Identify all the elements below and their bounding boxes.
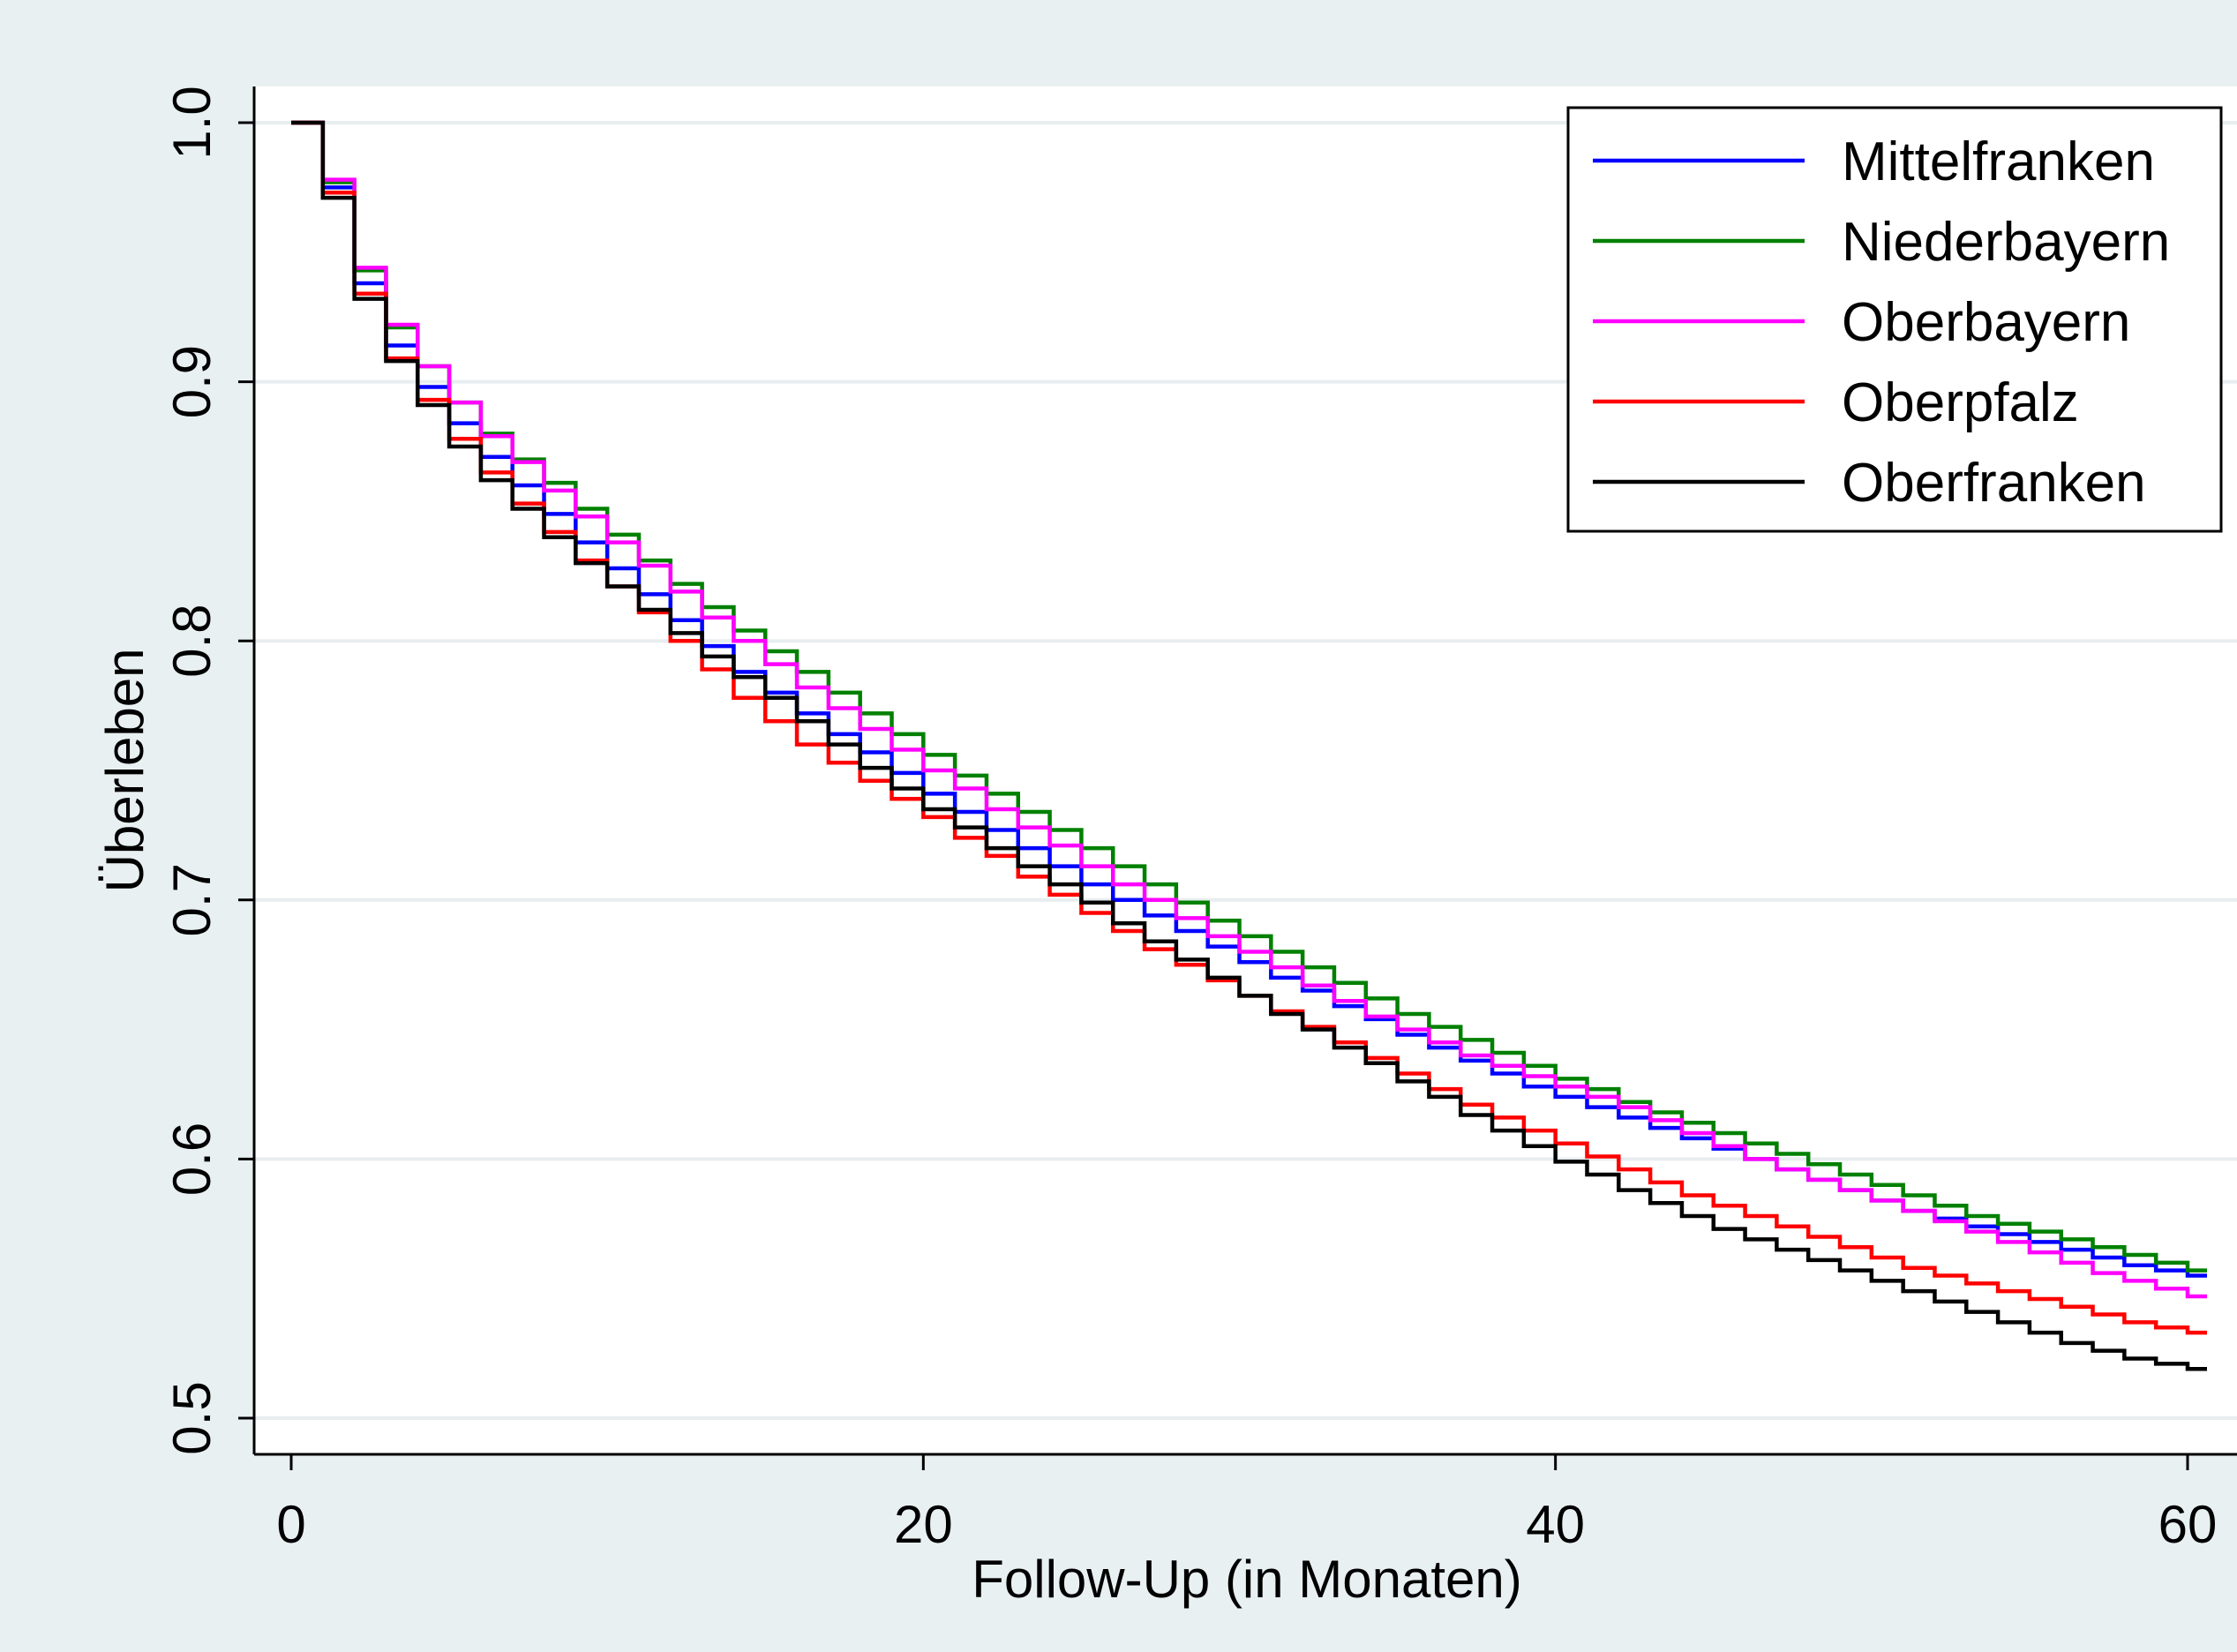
- legend-label-mittelfranken: Mittelfranken: [1842, 131, 2155, 192]
- legend-label-niederbayern: Niederbayern: [1842, 212, 2170, 273]
- series-group: [291, 120, 2207, 1371]
- legend-label-oberfranken: Oberfranken: [1842, 453, 2146, 514]
- series-line-oberfranken: [291, 120, 2207, 1371]
- y-tick-label-2: 0.7: [162, 863, 221, 936]
- x-tick-label-2: 40: [1526, 1495, 1585, 1554]
- y-axis-ticks: 0.5 0.6 0.7 0.8 0.9 1.0: [162, 86, 254, 1455]
- y-tick-label-5: 1.0: [162, 86, 221, 159]
- y-tick-label-0: 0.5: [162, 1381, 221, 1454]
- series-line-niederbayern: [291, 120, 2207, 1273]
- x-axis-ticks: 0 20 40 60: [276, 1454, 2217, 1554]
- y-axis-title: Überleben: [95, 649, 154, 893]
- x-axis-title: Follow-Up (in Monaten): [972, 1550, 1522, 1609]
- axes: [252, 86, 2237, 1456]
- y-tick-label-3: 0.8: [162, 604, 221, 677]
- legend-label-oberbayern: Oberbayern: [1842, 292, 2130, 353]
- x-tick-label-0: 0: [276, 1495, 305, 1554]
- legend: Mittelfranken Niederbayern Oberbayern Oberp…: [1566, 106, 2223, 533]
- legend-label-oberpfalz: Oberpfalz: [1842, 372, 2079, 433]
- x-tick-label-1: 20: [894, 1495, 953, 1554]
- series-line-oberbayern: [291, 120, 2207, 1299]
- y-tick-label-1: 0.6: [162, 1123, 221, 1196]
- x-tick-label-3: 60: [2158, 1495, 2218, 1554]
- y-tick-label-4: 0.9: [162, 345, 221, 418]
